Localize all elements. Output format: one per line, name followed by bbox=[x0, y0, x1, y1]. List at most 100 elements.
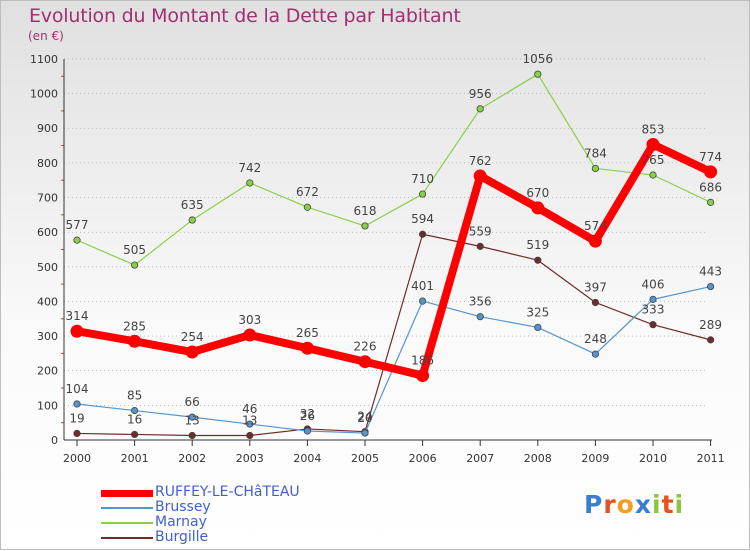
x-tick-label: 2003 bbox=[236, 452, 264, 465]
series-line bbox=[76, 233, 712, 437]
data-point bbox=[131, 406, 139, 415]
y-tick-label: 100 bbox=[37, 399, 58, 412]
data-point bbox=[185, 345, 199, 359]
data-point bbox=[649, 295, 657, 303]
data-label: 254 bbox=[181, 330, 204, 344]
chart-subtitle: (en €) bbox=[28, 29, 64, 43]
logo-letter: r bbox=[603, 490, 617, 519]
logo-letter: o bbox=[616, 490, 635, 519]
data-point bbox=[534, 256, 542, 264]
data-label: 577 bbox=[66, 218, 89, 232]
logo-letter: t bbox=[661, 490, 675, 519]
y-tick-label: 400 bbox=[37, 295, 58, 308]
data-point bbox=[418, 190, 427, 198]
data-point bbox=[243, 328, 257, 342]
data-label: 19 bbox=[69, 411, 84, 425]
data-point bbox=[188, 216, 196, 224]
x-tick-label: 2002 bbox=[178, 452, 206, 465]
data-label: 853 bbox=[642, 123, 665, 137]
legend-swatch bbox=[101, 522, 153, 524]
x-tick-label: 2009 bbox=[581, 452, 609, 465]
data-label: 401 bbox=[411, 279, 434, 293]
data-label: 505 bbox=[123, 243, 146, 257]
y-tick-label: 0 bbox=[51, 434, 58, 447]
legend-label: Burgille bbox=[155, 529, 209, 545]
data-point bbox=[131, 261, 139, 269]
y-tick-label: 600 bbox=[37, 226, 58, 239]
data-label: 104 bbox=[66, 382, 89, 396]
x-tick-label: 2004 bbox=[293, 452, 321, 465]
y-tick-label: 700 bbox=[37, 192, 58, 205]
legend-swatch bbox=[101, 507, 153, 509]
data-label: 325 bbox=[526, 305, 549, 319]
data-label: 226 bbox=[354, 340, 377, 354]
data-label: 519 bbox=[526, 238, 549, 252]
data-point bbox=[246, 179, 254, 187]
data-label: 16 bbox=[127, 412, 142, 426]
y-tick-label: 800 bbox=[37, 157, 58, 170]
data-point bbox=[534, 323, 542, 332]
data-point bbox=[534, 70, 542, 78]
data-point bbox=[591, 298, 600, 307]
data-label: 32 bbox=[300, 407, 315, 421]
data-label: 333 bbox=[642, 303, 665, 317]
data-point bbox=[361, 429, 369, 437]
data-label: 574 bbox=[584, 219, 607, 233]
data-label: 85 bbox=[127, 389, 142, 403]
data-point bbox=[704, 165, 718, 179]
data-point bbox=[303, 203, 311, 211]
data-label: 594 bbox=[411, 212, 434, 226]
data-point bbox=[588, 234, 602, 248]
data-label: 672 bbox=[296, 185, 319, 199]
data-label: 303 bbox=[238, 313, 261, 327]
proxiti-logo: Proxiti bbox=[584, 490, 684, 519]
legend-swatch bbox=[101, 489, 153, 497]
x-tick-label: 2000 bbox=[63, 452, 91, 465]
data-label: 1056 bbox=[523, 52, 554, 66]
series-burgille bbox=[73, 230, 715, 440]
data-label: 26 bbox=[300, 409, 315, 423]
y-tick-label: 300 bbox=[37, 330, 58, 343]
series-ruffey-le-ch-teau bbox=[70, 138, 718, 383]
series-marnay bbox=[73, 70, 715, 269]
data-point bbox=[418, 297, 427, 305]
data-point bbox=[188, 431, 196, 440]
data-point bbox=[303, 427, 311, 435]
data-point bbox=[591, 350, 600, 358]
x-tick-label: 2005 bbox=[351, 452, 379, 465]
data-point bbox=[73, 429, 81, 438]
x-tick-label: 2001 bbox=[121, 452, 149, 465]
data-point bbox=[416, 369, 430, 383]
data-point bbox=[73, 400, 81, 408]
legend-label: Marnay bbox=[155, 514, 207, 530]
data-point bbox=[246, 420, 254, 428]
data-label: 289 bbox=[699, 318, 722, 332]
data-label: 356 bbox=[469, 295, 492, 309]
data-label: 784 bbox=[584, 146, 607, 160]
data-label: 314 bbox=[66, 309, 89, 323]
data-label: 46 bbox=[242, 402, 257, 416]
x-tick-label: 2008 bbox=[524, 452, 552, 465]
data-point bbox=[131, 430, 139, 439]
data-point bbox=[476, 105, 484, 113]
data-label: 742 bbox=[238, 161, 261, 175]
logo-letter: i bbox=[652, 490, 662, 519]
data-label: 406 bbox=[642, 277, 665, 291]
data-label: 66 bbox=[185, 395, 200, 409]
data-point bbox=[188, 413, 196, 421]
data-point bbox=[531, 201, 545, 215]
data-point bbox=[476, 242, 484, 250]
y-tick-label: 500 bbox=[37, 261, 58, 274]
series-line bbox=[76, 285, 712, 434]
data-point bbox=[246, 431, 254, 440]
data-label: 956 bbox=[469, 87, 492, 101]
data-label: 20 bbox=[357, 411, 372, 425]
series-line bbox=[76, 73, 712, 266]
series-line bbox=[73, 140, 715, 380]
data-point bbox=[358, 355, 372, 369]
data-point bbox=[706, 198, 715, 206]
data-label: 559 bbox=[469, 224, 492, 238]
data-label: 765 bbox=[642, 153, 665, 167]
